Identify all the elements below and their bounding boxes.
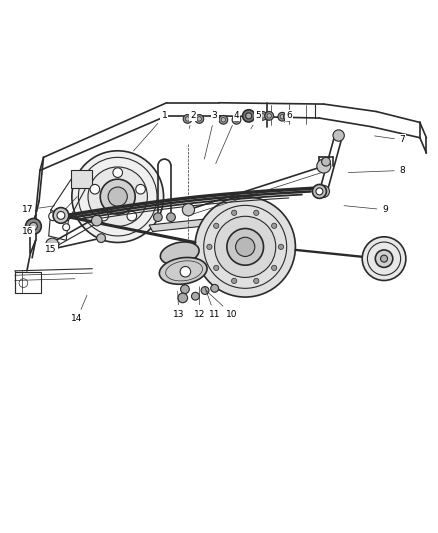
Circle shape (97, 234, 106, 243)
Circle shape (265, 111, 274, 120)
Circle shape (246, 113, 252, 119)
Circle shape (316, 188, 323, 195)
Circle shape (100, 179, 135, 214)
Circle shape (99, 211, 108, 221)
Circle shape (267, 114, 272, 118)
Text: 9: 9 (344, 205, 388, 214)
Circle shape (272, 265, 277, 271)
Circle shape (375, 250, 393, 268)
Circle shape (182, 204, 194, 216)
Circle shape (317, 185, 329, 198)
Circle shape (284, 112, 292, 121)
Text: 15: 15 (45, 243, 60, 254)
Circle shape (272, 223, 277, 229)
Circle shape (57, 212, 65, 220)
Circle shape (136, 184, 145, 194)
Circle shape (381, 255, 388, 262)
Circle shape (178, 293, 187, 303)
Circle shape (53, 207, 69, 223)
Text: 14: 14 (71, 295, 87, 324)
Circle shape (92, 215, 102, 226)
Circle shape (29, 222, 37, 230)
Ellipse shape (159, 257, 207, 284)
Polygon shape (149, 219, 214, 231)
Circle shape (207, 244, 212, 249)
Circle shape (261, 114, 265, 118)
Circle shape (180, 285, 189, 294)
Circle shape (362, 237, 406, 280)
Circle shape (321, 157, 330, 166)
Circle shape (234, 118, 239, 122)
Circle shape (227, 229, 264, 265)
Circle shape (185, 117, 190, 121)
Circle shape (90, 184, 100, 194)
Circle shape (254, 210, 259, 215)
Circle shape (236, 237, 255, 256)
Circle shape (221, 118, 226, 122)
Circle shape (201, 287, 209, 294)
Circle shape (113, 168, 123, 177)
Circle shape (243, 110, 255, 122)
Circle shape (214, 265, 219, 271)
Circle shape (127, 211, 137, 221)
Circle shape (108, 187, 127, 206)
Circle shape (25, 219, 41, 234)
Circle shape (191, 292, 199, 300)
Circle shape (46, 238, 59, 251)
Circle shape (279, 244, 284, 249)
Text: 17: 17 (22, 205, 55, 214)
Circle shape (232, 278, 237, 284)
Text: 10: 10 (206, 290, 238, 319)
Circle shape (183, 115, 192, 123)
Circle shape (197, 117, 201, 121)
Circle shape (180, 266, 191, 277)
Circle shape (286, 115, 290, 119)
Circle shape (88, 167, 148, 227)
Circle shape (219, 116, 228, 124)
Circle shape (278, 112, 287, 121)
Text: 1: 1 (134, 111, 167, 151)
Circle shape (72, 151, 163, 243)
Circle shape (232, 116, 241, 124)
Circle shape (280, 115, 285, 119)
Circle shape (49, 212, 57, 221)
Circle shape (312, 184, 326, 198)
Text: 2: 2 (189, 111, 196, 128)
Circle shape (333, 130, 344, 141)
Text: 16: 16 (22, 227, 34, 236)
Text: 4: 4 (216, 111, 239, 164)
Text: 13: 13 (173, 291, 184, 319)
Circle shape (317, 159, 331, 173)
Circle shape (232, 210, 237, 215)
Text: 12: 12 (194, 287, 205, 319)
Circle shape (211, 285, 219, 292)
Circle shape (166, 213, 175, 222)
FancyBboxPatch shape (71, 171, 92, 188)
Circle shape (63, 224, 70, 231)
Circle shape (254, 278, 259, 284)
Ellipse shape (160, 242, 199, 265)
Text: 6: 6 (285, 111, 292, 123)
Text: 11: 11 (205, 287, 220, 319)
Text: 8: 8 (348, 166, 405, 175)
Text: 5: 5 (251, 111, 261, 129)
Circle shape (153, 213, 162, 222)
Circle shape (215, 216, 276, 277)
Text: 3: 3 (205, 111, 218, 159)
Circle shape (195, 197, 295, 297)
Circle shape (195, 115, 204, 123)
Circle shape (258, 111, 267, 120)
Text: 7: 7 (374, 135, 405, 144)
Circle shape (214, 223, 219, 229)
